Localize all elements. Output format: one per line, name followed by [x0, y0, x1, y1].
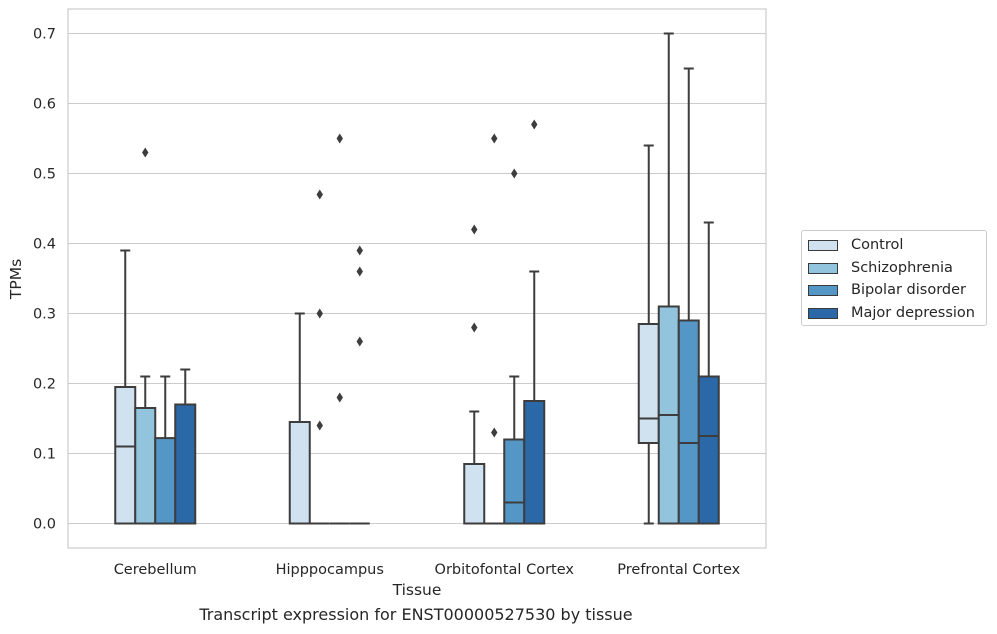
box-major-depression — [523, 119, 546, 525]
legend-item: Control — [808, 235, 903, 255]
chart-caption: Transcript expression for ENST0000052753… — [199, 605, 633, 624]
outlier-point — [356, 266, 363, 277]
box-schizophrenia — [309, 189, 330, 525]
box — [154, 437, 177, 525]
x-tick-label: Orbitofontal Cortex — [435, 562, 575, 578]
box — [174, 403, 197, 525]
box — [463, 463, 486, 525]
box-schizophrenia — [134, 147, 157, 525]
outlier-point — [491, 133, 498, 144]
x-axis-label: Tissue — [392, 581, 442, 599]
legend-item: Bipolar disorder — [808, 280, 966, 300]
legend: Control Schizophrenia Bipolar disorder M… — [801, 230, 987, 326]
box-major-depression — [697, 221, 720, 525]
box-control — [288, 312, 311, 525]
y-tick-label: 0.2 — [33, 377, 56, 393]
box-major-depression — [174, 368, 197, 525]
legend-swatch — [808, 307, 838, 319]
x-tick-label: Cerebellum — [114, 562, 197, 578]
legend-label: Control — [851, 237, 904, 253]
y-axis-label: TPMs — [7, 259, 25, 300]
box-groups — [114, 32, 720, 525]
box — [134, 407, 157, 525]
box-control — [463, 224, 486, 525]
outlier-point — [336, 392, 343, 403]
legend-label: Schizophrenia — [851, 260, 953, 276]
box — [503, 438, 526, 525]
box — [288, 421, 311, 525]
outlier-point — [356, 245, 363, 256]
box — [677, 319, 700, 525]
legend-label: Bipolar disorder — [851, 282, 966, 298]
legend-swatch — [808, 262, 838, 274]
box-bipolar-disorder — [503, 168, 526, 525]
outlier-point — [336, 133, 343, 144]
legend-swatch — [808, 284, 838, 296]
legend-label: Major depression — [851, 305, 975, 321]
outlier-point — [356, 336, 363, 347]
outlier-point — [471, 224, 478, 235]
box-schizophrenia — [484, 133, 505, 525]
x-axis-ticks: Cerebellum Hipppocampus Orbitofontal Corte… — [114, 562, 741, 578]
box — [697, 375, 720, 525]
box-control — [637, 144, 660, 525]
box-bipolar-disorder — [154, 375, 177, 525]
outlier-point — [316, 420, 323, 431]
y-tick-label: 0.7 — [33, 27, 56, 43]
outlier-point — [316, 308, 323, 319]
box — [114, 386, 137, 525]
y-tick-label: 0.0 — [33, 517, 56, 533]
legend-item: Major depression — [808, 303, 975, 323]
box-major-depression — [349, 245, 370, 525]
box-bipolar-disorder — [329, 133, 350, 525]
box-bipolar-disorder — [677, 67, 700, 525]
y-tick-label: 0.3 — [33, 307, 56, 323]
y-tick-label: 0.6 — [33, 97, 56, 113]
x-tick-label: Prefrontal Cortex — [617, 562, 740, 578]
outlier-point — [142, 147, 149, 158]
outlier-point — [471, 322, 478, 333]
legend-swatch — [808, 239, 838, 251]
outlier-point — [531, 119, 538, 130]
x-tick-label: Hipppocampus — [276, 562, 384, 578]
y-tick-label: 0.4 — [33, 237, 56, 253]
y-axis-ticks: 0.0 0.1 0.2 0.3 0.4 0.5 0.6 0.7 — [33, 27, 56, 533]
plot-frame — [67, 8, 767, 549]
legend-item: Schizophrenia — [808, 258, 953, 278]
outlier-point — [511, 168, 518, 179]
box — [523, 400, 546, 525]
y-tick-label: 0.5 — [33, 167, 56, 183]
outlier-point — [316, 189, 323, 200]
y-tick-label: 0.1 — [33, 447, 56, 463]
outlier-point — [491, 427, 498, 438]
box — [637, 323, 660, 444]
